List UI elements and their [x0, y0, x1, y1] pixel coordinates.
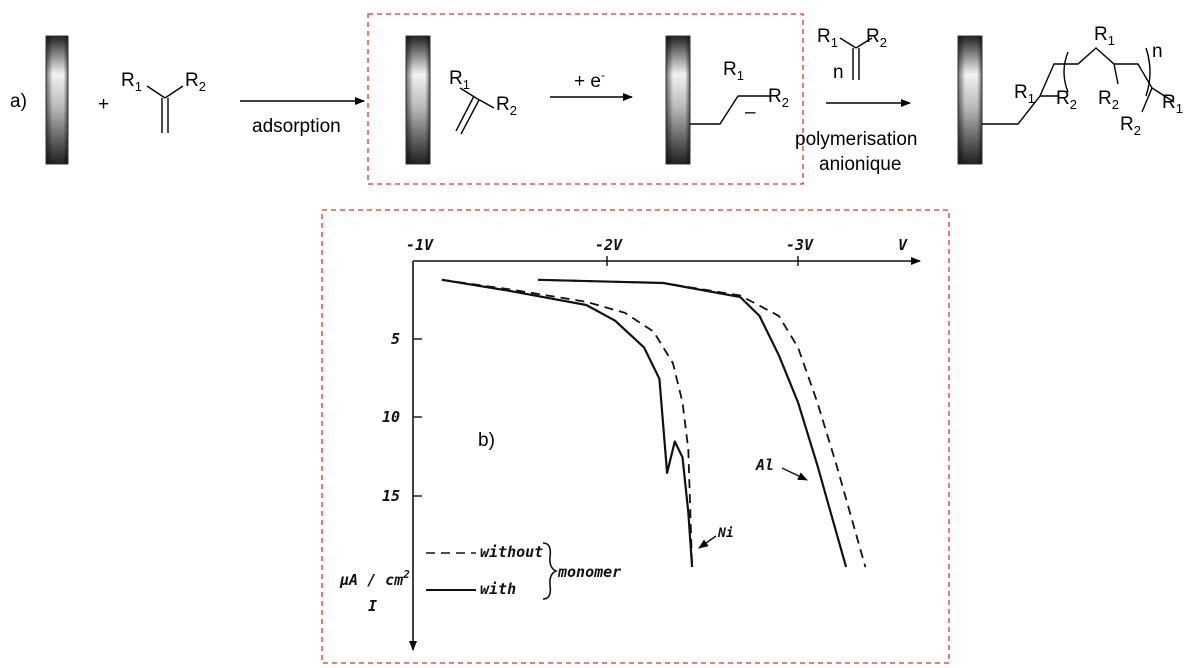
- r1-label: R1: [121, 70, 142, 94]
- y-tick-label: 10: [382, 408, 400, 426]
- reduction-label: + e-: [574, 68, 605, 92]
- monomer-2: R1 R2 n: [817, 26, 887, 83]
- r2-label: R2: [496, 94, 517, 118]
- legend-brace: [542, 542, 559, 600]
- monomer-1: R1 R2: [121, 70, 206, 133]
- adsorbed-monomer: R1 R2: [449, 68, 517, 135]
- legend-without: without: [480, 543, 543, 561]
- r1-label: R1: [449, 68, 470, 92]
- r2-label: R2: [1120, 114, 1141, 138]
- r1-label: R1: [817, 26, 838, 50]
- curve-al-without-monomer: [538, 278, 867, 568]
- r1-label: R1: [1014, 82, 1035, 106]
- voltammogram-panel: -1V -2V -3V V 5 10 15 μA / cm2 I b) Ni A…: [321, 209, 950, 664]
- highlight-box-a: [367, 13, 804, 185]
- y-ticks: 5 10 15: [382, 330, 422, 505]
- r1-label: R1: [1162, 92, 1183, 116]
- curve-ni-without-monomer: [441, 278, 693, 568]
- plus-sign: +: [98, 94, 109, 115]
- curve-label-ni: Ni: [717, 526, 734, 541]
- polymerisation-label-1: polymerisation: [795, 129, 918, 150]
- curve-label-ni-group: Ni: [698, 526, 734, 549]
- curve-ni-with-monomer: [441, 278, 694, 568]
- anion-charge: –: [745, 102, 756, 123]
- r2-label: R2: [866, 26, 887, 50]
- x-tick-label: -1V: [406, 236, 434, 254]
- electrode-4: [957, 35, 983, 165]
- curve-al-with-monomer: [538, 278, 848, 568]
- y-unit-label: μA / cm2: [339, 568, 410, 589]
- grafted-anion: R1 R2 –: [690, 59, 789, 125]
- voltammogram-curves: [441, 278, 867, 568]
- electrode-1: [45, 35, 69, 165]
- panel-label-a: a): [10, 91, 27, 112]
- adsorption-label: adsorption: [252, 116, 341, 137]
- x-tick-label: -3V: [786, 236, 814, 254]
- r1-label: R1: [723, 59, 744, 83]
- curve-label-al: Al: [755, 456, 774, 474]
- polymerisation-label-2: anionique: [819, 154, 901, 175]
- electrode-2: [405, 35, 431, 165]
- electrode-3: [665, 35, 691, 165]
- grafted-polymer: R1 R2 R1 R2 n R1 R2: [982, 24, 1183, 138]
- reaction-scheme: a) + R1 R2 adsorption: [10, 13, 1183, 185]
- panel-label-b: b): [478, 430, 495, 451]
- x-tick-label: V: [898, 236, 908, 254]
- x-ticks: -1V -2V -3V V: [406, 236, 908, 266]
- legend-group: monomer: [557, 563, 621, 581]
- y-tick-label: 15: [382, 487, 400, 505]
- x-tick-label: -2V: [595, 236, 623, 254]
- legend: without with monomer: [426, 542, 621, 600]
- r1-label: R1: [1094, 24, 1115, 48]
- r2-label: R2: [768, 86, 789, 110]
- n-label: n: [833, 62, 844, 83]
- n-label: n: [1152, 41, 1163, 62]
- legend-with: with: [480, 580, 516, 598]
- r2-label: R2: [185, 70, 206, 94]
- y-tick-label: 5: [391, 330, 400, 348]
- r2-label: R2: [1056, 88, 1077, 112]
- y-unit-symbol: I: [368, 597, 377, 615]
- r2-label: R2: [1098, 88, 1119, 112]
- curve-label-al-group: Al: [755, 456, 808, 481]
- highlight-box-b: [321, 209, 950, 664]
